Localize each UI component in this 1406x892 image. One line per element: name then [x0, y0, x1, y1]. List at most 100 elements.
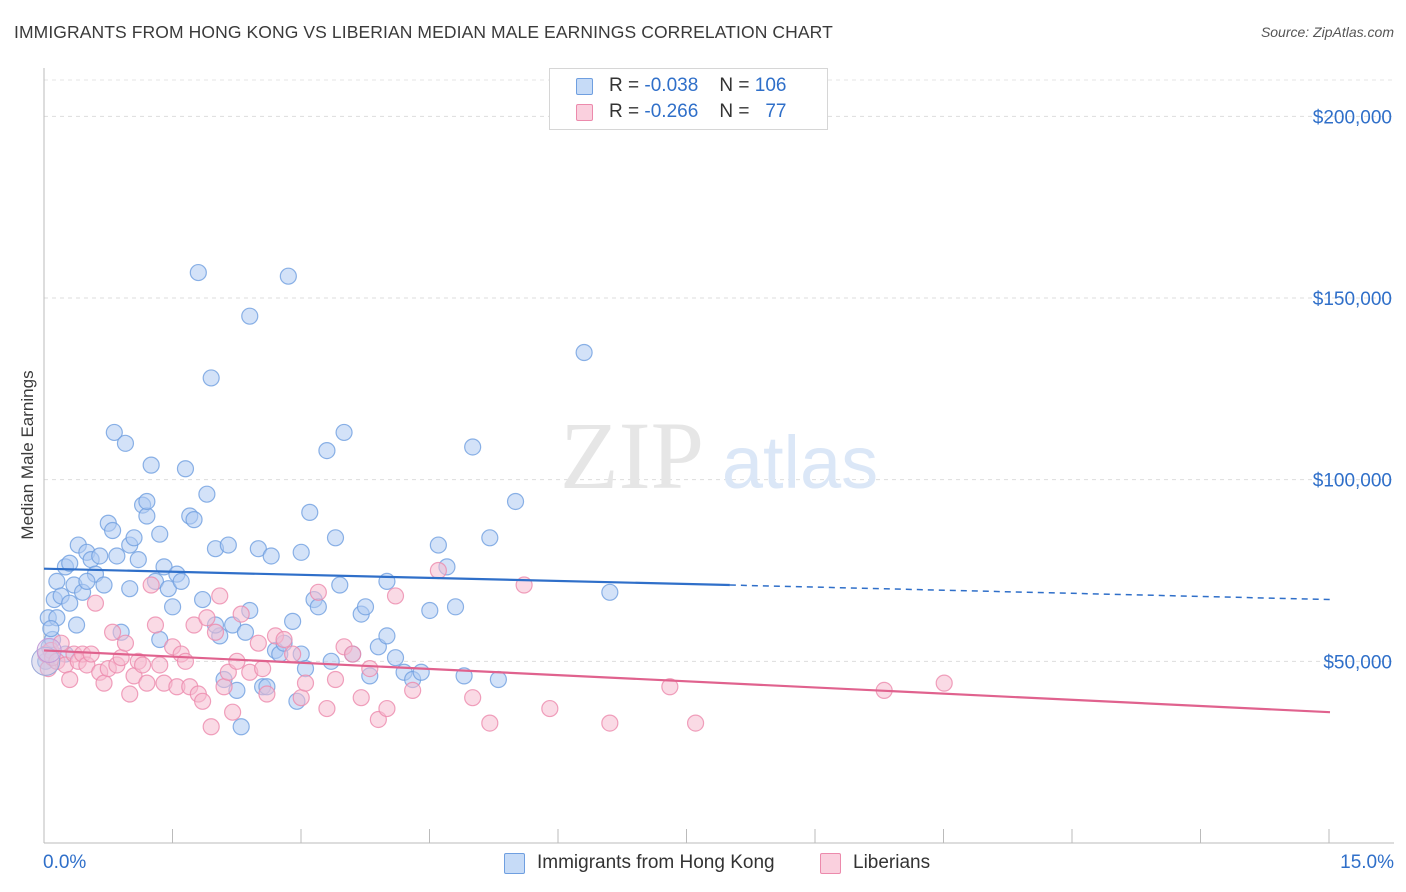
point-liberians: [344, 645, 362, 663]
point-liberians: [215, 678, 233, 696]
point-hong-kong: [309, 598, 327, 616]
point-hong-kong: [601, 583, 619, 601]
point-liberians: [284, 645, 302, 663]
point-liberians: [292, 689, 310, 707]
point-hong-kong: [262, 547, 280, 565]
point-liberians: [661, 678, 679, 696]
point-hong-kong: [116, 434, 135, 452]
point-liberians: [935, 674, 953, 692]
point-hong-kong: [506, 492, 525, 511]
point-hong-kong: [61, 554, 79, 572]
bottom-legend: Immigrants from Hong Kong Liberians: [0, 850, 1406, 880]
point-hong-kong: [91, 547, 109, 565]
r-label: R =: [609, 75, 640, 96]
point-liberians: [95, 674, 113, 692]
legend-label-liberians: Liberians: [853, 852, 931, 873]
point-hong-kong: [95, 576, 113, 594]
point-liberians: [404, 681, 422, 700]
point-hong-kong: [284, 612, 302, 630]
point-hong-kong: [249, 540, 267, 558]
r-value: -0.038: [644, 75, 699, 96]
point-liberians: [601, 714, 619, 732]
point-liberians: [198, 609, 216, 627]
point-liberians: [176, 652, 195, 670]
point-liberians: [206, 623, 225, 641]
point-liberians: [318, 699, 336, 718]
point-liberians: [142, 576, 160, 594]
point-hong-kong: [331, 576, 349, 594]
x-tick-label-min: 0.0%: [43, 852, 87, 873]
point-hong-kong: [129, 550, 147, 569]
watermark: ZIP atlas: [560, 402, 878, 509]
point-hong-kong: [185, 511, 203, 529]
point-liberians: [541, 699, 559, 718]
stats-legend: R = -0.038 N = 106 R = -0.266 N = 77: [549, 68, 828, 130]
point-hong-kong: [464, 438, 482, 456]
n-label: N =: [719, 101, 750, 122]
point-hong-kong: [61, 594, 79, 612]
point-hong-kong: [232, 718, 250, 736]
point-hong-kong: [489, 670, 507, 689]
point-liberians: [232, 605, 250, 623]
point-hong-kong: [386, 649, 405, 667]
n-label: N =: [719, 75, 750, 96]
point-hong-kong: [279, 267, 297, 285]
point-liberians: [378, 699, 396, 718]
watermark-atlas: atlas: [722, 421, 878, 504]
point-liberians: [464, 689, 482, 707]
r-value: -0.266: [644, 101, 699, 122]
point-liberians: [146, 616, 165, 634]
hong-kong-swatch: [576, 78, 593, 95]
point-liberians: [429, 561, 447, 580]
point-hong-kong: [429, 536, 447, 554]
point-hong-kong: [172, 572, 190, 591]
point-liberians: [361, 659, 379, 678]
point-liberians: [138, 674, 156, 692]
point-hong-kong: [202, 369, 220, 387]
point-hong-kong: [378, 627, 396, 645]
point-hong-kong: [103, 521, 122, 540]
point-hong-kong: [105, 423, 123, 442]
point-liberians: [254, 659, 272, 678]
point-liberians: [202, 718, 220, 736]
r-label: R =: [609, 101, 640, 122]
point-hong-kong: [236, 623, 255, 641]
point-liberians: [309, 583, 327, 601]
point-hong-kong: [322, 652, 340, 670]
point-liberians: [133, 656, 152, 674]
point-hong-kong: [125, 529, 143, 547]
trend-line-hong-kong: [43, 567, 730, 587]
point-hong-kong: [301, 503, 319, 521]
point-liberians: [258, 685, 276, 703]
point-hong-kong: [335, 423, 353, 442]
point-liberians: [103, 623, 122, 641]
point-hong-kong: [176, 460, 195, 478]
axis-layer: [43, 68, 1394, 844]
point-hong-kong: [292, 543, 310, 561]
points-layer: [31, 263, 953, 736]
point-liberians: [211, 587, 229, 605]
chart-title: IMMIGRANTS FROM HONG KONG VS LIBERIAN ME…: [14, 22, 833, 42]
point-hong-kong: [138, 507, 156, 525]
point-hong-kong: [421, 601, 439, 620]
point-hong-kong: [318, 442, 336, 460]
point-liberians: [194, 692, 212, 710]
point-liberians: [249, 634, 267, 652]
point-liberians: [151, 656, 169, 674]
watermark-zip: ZIP: [560, 402, 704, 509]
point-hong-kong: [198, 485, 216, 503]
point-hong-kong: [48, 572, 66, 591]
point-hong-kong: [326, 529, 345, 547]
stats-text-liberians: R = -0.266 N = 77: [609, 101, 786, 123]
point-hong-kong: [194, 590, 212, 609]
point-cluster-origin: [31, 646, 61, 676]
point-liberians: [352, 689, 370, 707]
point-hong-kong: [575, 343, 593, 362]
y-tick-labels: $50,000 $100,000 $150,000 $200,000: [1313, 107, 1392, 673]
stats-text-hong-kong: R = -0.038 N = 106: [609, 75, 786, 97]
point-liberians: [386, 587, 405, 605]
point-liberians: [61, 670, 79, 689]
point-liberians: [116, 634, 135, 652]
trend-line-liberians: [43, 649, 1331, 714]
